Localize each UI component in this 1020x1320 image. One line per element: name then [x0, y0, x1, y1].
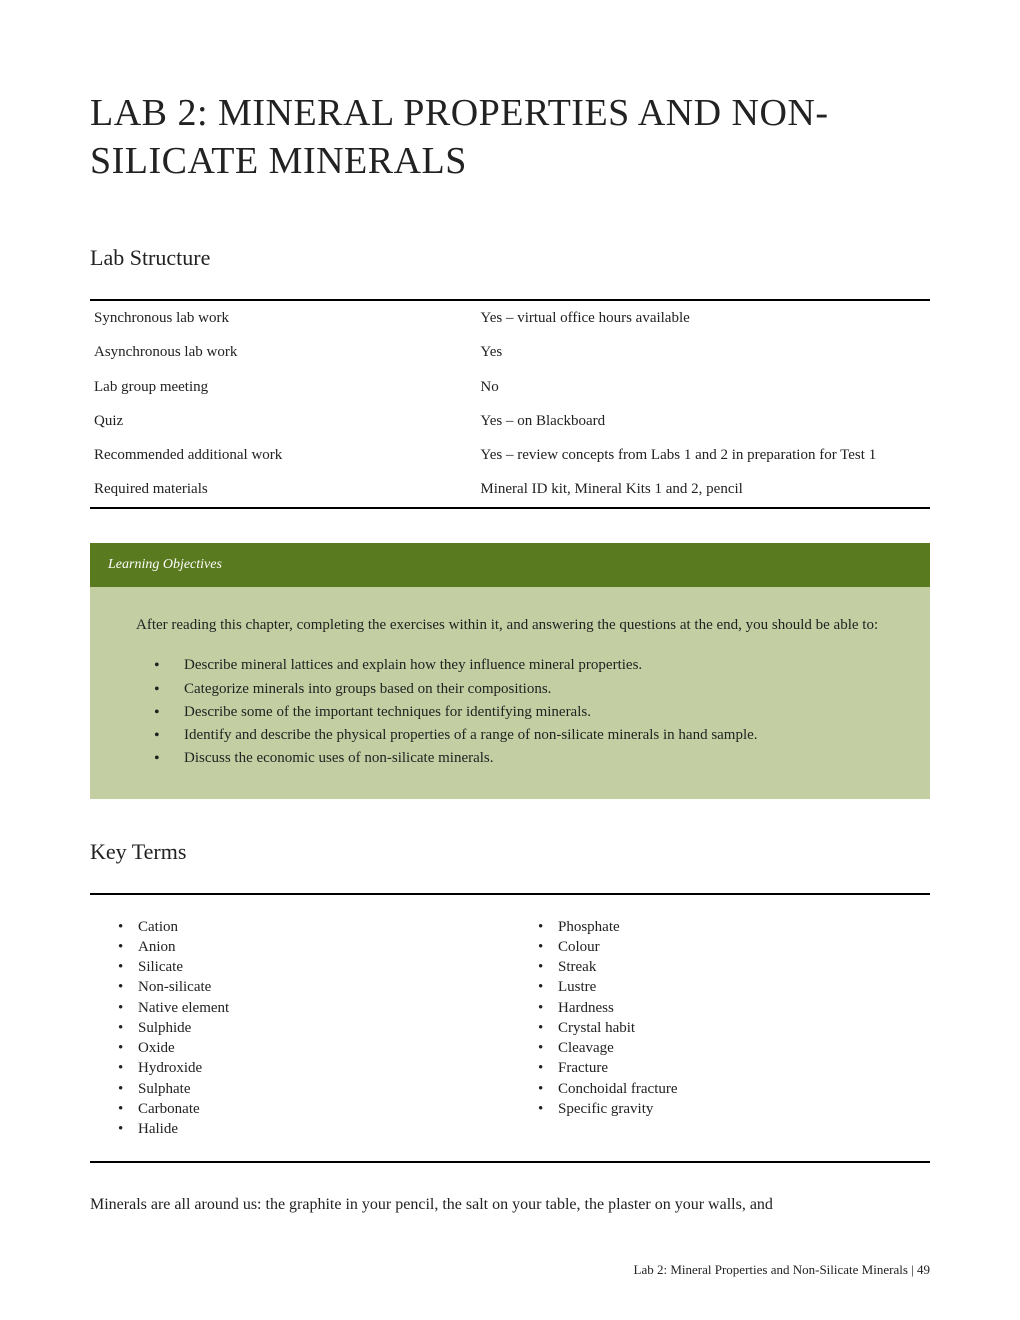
list-item: Silicate: [118, 957, 510, 977]
list-item: Native element: [118, 998, 510, 1018]
learning-objectives-header: Learning Objectives: [90, 543, 930, 587]
objectives-list: Describe mineral lattices and explain ho…: [114, 654, 906, 770]
list-item: Describe some of the important technique…: [154, 701, 906, 724]
key-terms-col-2: Phosphate Colour Streak Lustre Hardness …: [510, 917, 930, 1140]
list-item: Specific gravity: [538, 1099, 930, 1119]
list-item: Describe mineral lattices and explain ho…: [154, 654, 906, 677]
table-row: Recommended additional workYes – review …: [90, 438, 930, 472]
table-row: Synchronous lab workYes – virtual office…: [90, 300, 930, 335]
list-item: Carbonate: [118, 1099, 510, 1119]
list-item: Categorize minerals into groups based on…: [154, 678, 906, 701]
lab-structure-heading: Lab Structure: [90, 245, 930, 271]
page-footer: Lab 2: Mineral Properties and Non-Silica…: [634, 1262, 930, 1278]
table-row: QuizYes – on Blackboard: [90, 404, 930, 438]
list-item: Sulphide: [118, 1018, 510, 1038]
table-row: Asynchronous lab workYes: [90, 335, 930, 369]
list-item: Hydroxide: [118, 1058, 510, 1078]
list-item: Fracture: [538, 1058, 930, 1078]
list-item: Anion: [118, 937, 510, 957]
list-item: Conchoidal fracture: [538, 1079, 930, 1099]
list-item: Oxide: [118, 1038, 510, 1058]
page-title: LAB 2: MINERAL PROPERTIES AND NON-SILICA…: [90, 90, 930, 185]
objectives-intro: After reading this chapter, completing t…: [114, 615, 906, 637]
list-item: Cation: [118, 917, 510, 937]
lab-structure-table: Synchronous lab workYes – virtual office…: [90, 299, 930, 509]
list-item: Phosphate: [538, 917, 930, 937]
list-item: Discuss the economic uses of non-silicat…: [154, 747, 906, 770]
list-item: Identify and describe the physical prope…: [154, 724, 906, 747]
list-item: Streak: [538, 957, 930, 977]
key-terms-col-1: Cation Anion Silicate Non-silicate Nativ…: [90, 917, 510, 1140]
list-item: Colour: [538, 937, 930, 957]
key-terms-heading: Key Terms: [90, 839, 930, 865]
key-terms-box: Cation Anion Silicate Non-silicate Nativ…: [90, 893, 930, 1164]
list-item: Cleavage: [538, 1038, 930, 1058]
list-item: Hardness: [538, 998, 930, 1018]
list-item: Non-silicate: [118, 977, 510, 997]
table-row: Lab group meetingNo: [90, 370, 930, 404]
list-item: Lustre: [538, 977, 930, 997]
learning-objectives-body: After reading this chapter, completing t…: [90, 587, 930, 799]
learning-objectives-box: Learning Objectives After reading this c…: [90, 543, 930, 799]
body-paragraph: Minerals are all around us: the graphite…: [90, 1193, 930, 1217]
list-item: Sulphate: [118, 1079, 510, 1099]
list-item: Halide: [118, 1119, 510, 1139]
table-row: Required materialsMineral ID kit, Minera…: [90, 472, 930, 507]
list-item: Crystal habit: [538, 1018, 930, 1038]
